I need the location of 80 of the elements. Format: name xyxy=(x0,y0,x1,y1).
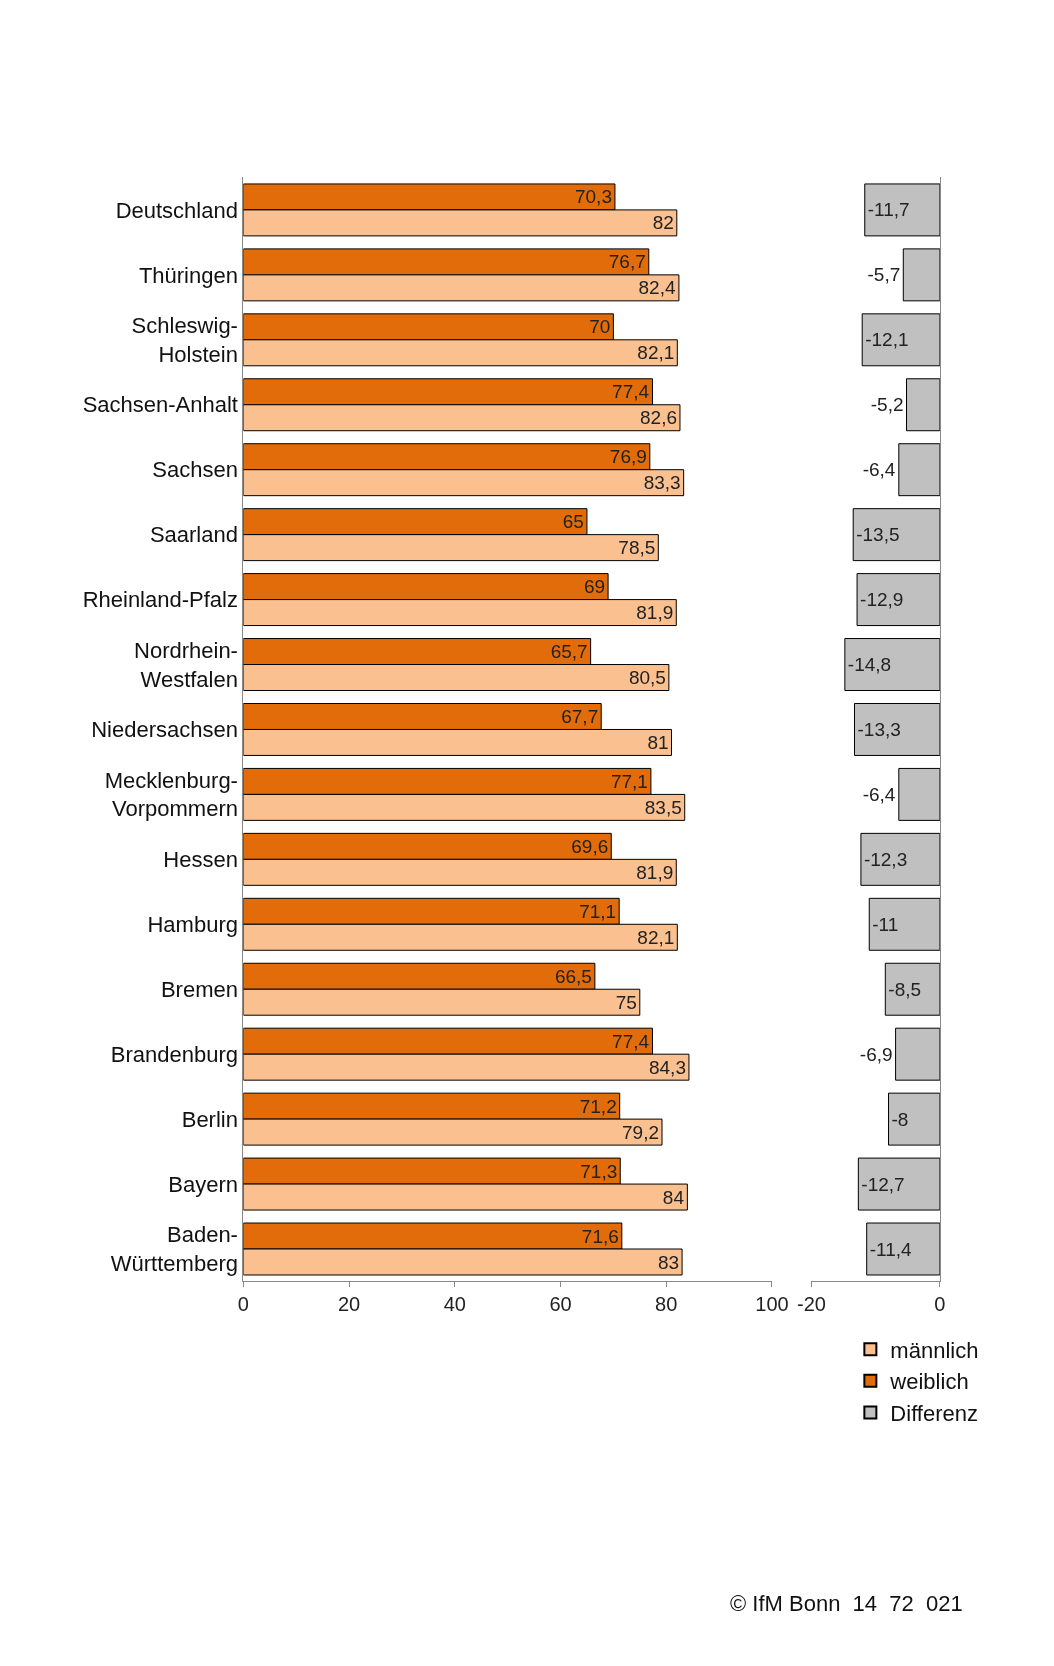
y-tick-label: Rheinland-Pfalz xyxy=(82,587,238,613)
x-tick-label: -20 xyxy=(797,1293,826,1316)
data-label: -6,4 xyxy=(862,459,896,481)
data-label: -13,5 xyxy=(856,524,900,546)
data-label: 78,5 xyxy=(618,537,656,559)
text: © IfM Bonn 14 72 021 xyxy=(730,1591,963,1616)
y-tick-label: Berlin xyxy=(181,1106,238,1132)
x-tick-label: 40 xyxy=(443,1293,466,1316)
y-tick-label: Schleswig- Holstein xyxy=(131,313,238,367)
data-label: 81 xyxy=(647,731,669,753)
data-label: -6,9 xyxy=(859,1043,893,1065)
data-label: -11,7 xyxy=(867,199,910,221)
y-tick-label: Baden- Württemberg xyxy=(110,1222,238,1277)
data-label: 82,1 xyxy=(637,342,675,364)
y-tick-label: Nordrhein- Westfalen xyxy=(134,637,238,692)
data-label: 69,6 xyxy=(571,835,609,857)
data-label: -12,7 xyxy=(861,1173,905,1195)
data-label: 80,5 xyxy=(628,667,666,689)
data-label: 82,4 xyxy=(638,277,676,299)
data-label: -5,7 xyxy=(867,264,901,286)
data-label: 71,1 xyxy=(579,900,617,922)
y-tick-label: Hessen xyxy=(163,847,238,873)
data-label: 76,7 xyxy=(608,251,646,273)
data-label: 71,3 xyxy=(580,1160,618,1182)
data-label: -13,3 xyxy=(857,718,901,740)
data-label: -12,3 xyxy=(863,848,908,870)
legend-label: männlich xyxy=(890,1337,979,1363)
x-tick-label: 0 xyxy=(237,1293,249,1316)
data-label: 82,6 xyxy=(639,407,677,429)
y-tick-label: Sachsen-Anhalt xyxy=(82,392,238,418)
data-label: 65 xyxy=(562,511,584,533)
y-tick-label: Hamburg xyxy=(147,911,238,937)
data-label: 69 xyxy=(583,576,606,598)
data-label: 83 xyxy=(657,1251,680,1273)
data-label: 77,1 xyxy=(610,770,648,792)
data-label: 71,2 xyxy=(579,1095,617,1117)
data-label: -8,5 xyxy=(888,978,922,1000)
data-label: 82,1 xyxy=(637,926,675,948)
x-tick-label: 100 xyxy=(755,1293,789,1316)
data-label: 75 xyxy=(615,991,637,1013)
data-label: 65,7 xyxy=(550,641,588,663)
data-label: -11 xyxy=(872,913,899,935)
data-label: 66,5 xyxy=(554,965,592,987)
legend-label: weiblich xyxy=(889,1369,969,1395)
data-label: 76,9 xyxy=(609,446,647,468)
y-tick-label: Saarland xyxy=(149,522,238,548)
data-label: 79,2 xyxy=(622,1121,659,1143)
y-tick-label: Niedersachsen xyxy=(91,717,238,743)
data-label: 77,4 xyxy=(612,381,650,403)
data-label: 81,9 xyxy=(636,861,674,883)
data-label: -5,2 xyxy=(870,394,904,416)
y-tick-label: Sachsen xyxy=(152,457,238,483)
data-label: -11,4 xyxy=(869,1238,913,1260)
x-tick-label: 20 xyxy=(337,1293,361,1316)
y-tick-label: Thüringen xyxy=(138,262,238,288)
x-tick-label: 60 xyxy=(549,1293,572,1316)
data-label: 70 xyxy=(589,316,611,338)
legend-label: Differenz xyxy=(890,1401,978,1427)
data-label: 71,6 xyxy=(581,1225,619,1247)
data-label: 83,3 xyxy=(643,472,681,494)
y-tick-label: Deutschland xyxy=(115,197,238,223)
data-label: 84,3 xyxy=(648,1056,686,1078)
y-tick-label: Bayern xyxy=(168,1171,238,1197)
y-tick-label: Mecklenburg- Vorpommern xyxy=(104,767,238,822)
data-label: -6,4 xyxy=(862,783,896,805)
data-label: -12,1 xyxy=(865,329,909,351)
data-label: 77,4 xyxy=(612,1030,650,1052)
data-label: -14,8 xyxy=(847,654,892,676)
x-tick-label: 80 xyxy=(655,1293,678,1316)
data-label: 82 xyxy=(652,212,674,234)
data-label: -8 xyxy=(891,1108,909,1130)
data-label: -12,9 xyxy=(860,589,904,611)
data-label: 84 xyxy=(662,1186,685,1208)
y-tick-label: Bremen xyxy=(160,976,238,1002)
data-label: 81,9 xyxy=(636,602,674,624)
data-label: 83,5 xyxy=(644,796,682,818)
data-label: 67,7 xyxy=(561,705,599,727)
y-tick-label: Brandenburg xyxy=(110,1041,238,1067)
data-label: 70,3 xyxy=(574,186,612,208)
x-tick-label: 0 xyxy=(934,1293,946,1316)
